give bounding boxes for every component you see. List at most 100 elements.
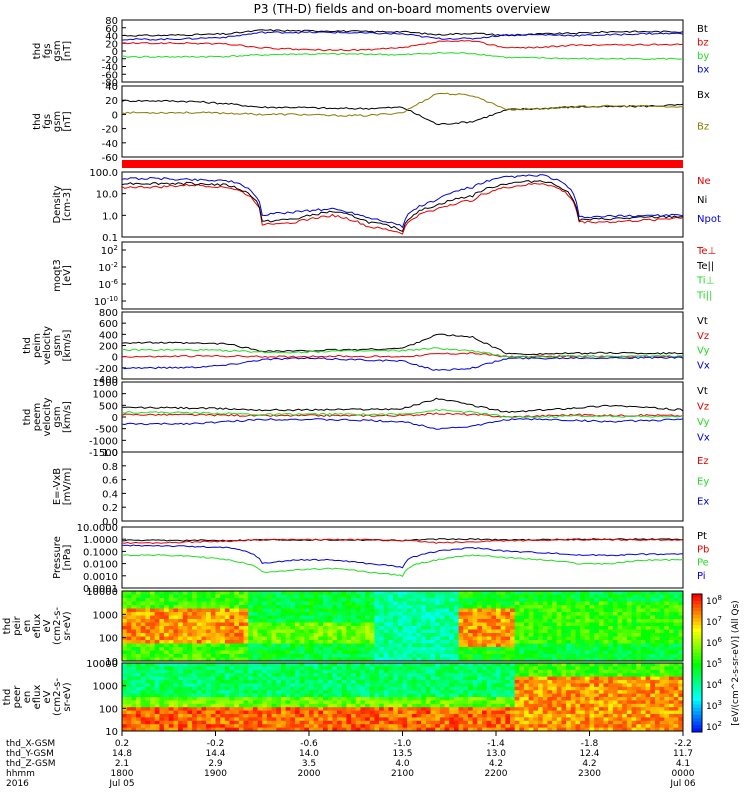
heatmap-cell	[458, 693, 464, 698]
heatmap-cell	[533, 633, 539, 637]
heatmap-cell	[472, 727, 478, 732]
heatmap-cell	[594, 673, 600, 678]
heatmap-cell	[570, 683, 576, 688]
heatmap-cell	[463, 707, 469, 712]
heatmap-cell	[463, 605, 469, 609]
heatmap-cell	[584, 633, 590, 637]
heatmap-cell	[187, 673, 193, 678]
heatmap-cell	[444, 619, 450, 623]
heatmap-cell	[271, 654, 277, 658]
heatmap-cell	[388, 703, 394, 708]
heatmap-cell	[486, 605, 492, 609]
heatmap-cell	[327, 686, 333, 691]
heatmap-cell	[645, 601, 651, 606]
heatmap-cell	[570, 700, 576, 705]
heatmap-cell	[341, 612, 347, 616]
heatmap-cell	[168, 605, 174, 609]
heatmap-cell	[407, 612, 413, 616]
heatmap-cell	[360, 663, 366, 667]
heatmap-cell	[645, 636, 651, 641]
heatmap-cell	[393, 643, 399, 648]
heatmap-cell	[323, 591, 329, 595]
heatmap-cell	[131, 619, 137, 623]
heatmap-cell	[154, 686, 160, 691]
heatmap-cell	[285, 727, 291, 732]
heatmap-cell	[580, 669, 586, 674]
heatmap-cell	[566, 720, 572, 725]
heatmap-cell	[589, 633, 595, 637]
heatmap-cell	[304, 619, 310, 623]
heatmap-cell	[294, 594, 301, 599]
heatmap-cell	[243, 643, 249, 648]
heatmap-cell	[276, 666, 282, 671]
heatmap-cell	[439, 697, 446, 701]
heatmap-cell	[668, 636, 675, 641]
heatmap-cell	[285, 643, 291, 648]
heatmap-cell	[416, 619, 422, 623]
heatmap-cell	[659, 700, 665, 705]
heatmap-cell	[365, 686, 371, 691]
heatmap-cell	[514, 714, 520, 718]
heatmap-cell	[640, 710, 647, 715]
heatmap-cell	[206, 680, 212, 684]
heatmap-cell	[654, 693, 661, 698]
heatmap-cell	[496, 683, 502, 688]
heatmap-cell	[617, 666, 623, 671]
heatmap-cell	[580, 594, 586, 599]
heatmap-cell	[580, 640, 586, 644]
heatmap-cell	[252, 714, 259, 718]
heatmap-cell	[528, 640, 534, 644]
heatmap-cell	[430, 686, 436, 691]
heatmap-cell	[486, 680, 492, 684]
heatmap-cell	[224, 619, 231, 623]
heatmap-cell	[201, 727, 207, 732]
heatmap-cell	[234, 626, 240, 630]
panel-6: thd peem velocity gsm [km/s]150010005000-500…	[22, 378, 710, 459]
heatmap-cell	[136, 717, 142, 722]
heatmap-cell	[164, 666, 170, 671]
heatmap-cell	[589, 724, 595, 729]
heatmap-cell	[140, 654, 146, 658]
heatmap-cell	[505, 680, 511, 684]
heatmap-cell	[215, 605, 221, 609]
heatmap-cell	[561, 724, 567, 729]
ylabel-line: gsm	[52, 111, 63, 132]
heatmap-cell	[528, 615, 534, 620]
heatmap-cell	[159, 710, 165, 715]
heatmap-cell	[580, 683, 586, 688]
heatmap-cell	[570, 605, 576, 609]
heatmap-cell	[612, 714, 619, 718]
heatmap-cell	[510, 700, 516, 705]
heatmap-cell	[500, 673, 506, 678]
heatmap-cell	[668, 673, 675, 678]
heatmap-cell	[126, 601, 132, 606]
heatmap-cell	[528, 594, 534, 599]
heatmap-cell	[332, 680, 338, 684]
heatmap-cell	[570, 647, 576, 651]
heatmap-cell	[533, 707, 539, 712]
heatmap-cell	[257, 717, 263, 722]
ylabel-line: thd	[22, 409, 33, 426]
heatmap-cell	[608, 690, 614, 695]
heatmap-cell	[140, 612, 146, 616]
heatmap-cell	[178, 663, 184, 667]
heatmap-cell	[645, 594, 651, 599]
heatmap-cell	[524, 683, 530, 688]
heatmap-cell	[252, 633, 259, 637]
heatmap-cell	[369, 654, 375, 658]
heatmap-cell	[467, 615, 474, 620]
heatmap-cell	[140, 615, 146, 620]
heatmap-cell	[150, 717, 156, 722]
heatmap-cell	[365, 697, 371, 701]
heatmap-cell	[355, 615, 361, 620]
heatmap-cell	[552, 598, 558, 602]
heatmap-cell	[290, 636, 296, 641]
heatmap-cell	[664, 654, 670, 658]
heatmap-cell	[668, 591, 675, 595]
heatmap-cell	[421, 605, 427, 609]
y-tick-label: 0.4	[102, 489, 118, 500]
heatmap-cell	[486, 676, 492, 681]
heatmap-cell	[645, 612, 651, 616]
heatmap-cell	[668, 724, 675, 729]
heatmap-cell	[598, 717, 605, 722]
